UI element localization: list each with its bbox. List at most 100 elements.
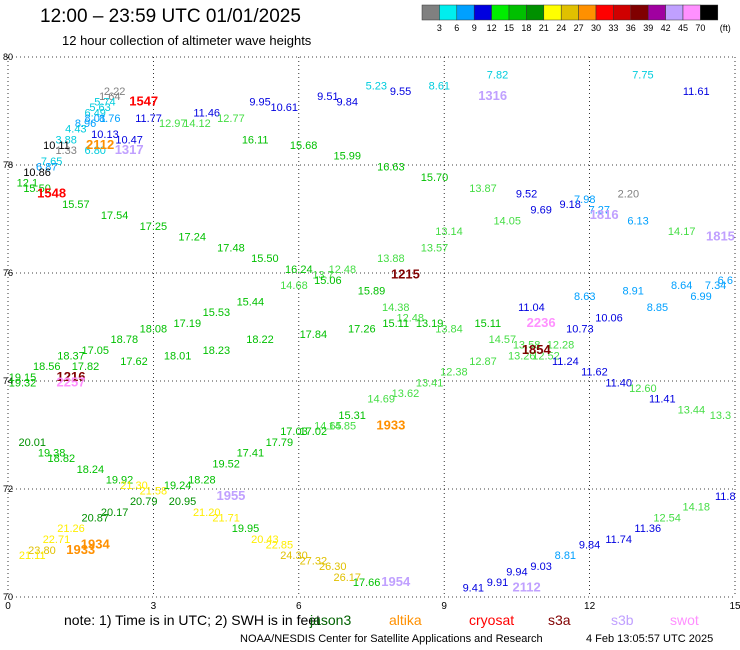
colorbar-unit: (ft) <box>720 23 731 33</box>
swh-value-label: 9.55 <box>390 86 411 98</box>
swh-value-label: 10.61 <box>270 102 298 114</box>
colorbar-swatch <box>456 4 475 21</box>
pass-time-label: 1317 <box>115 142 144 157</box>
colorbar-swatch <box>526 4 545 21</box>
swh-value-label: 15.11 <box>474 318 501 330</box>
pass-time-label: 2257 <box>57 374 86 389</box>
swh-value-label: 8.91 <box>623 286 644 298</box>
swh-value-label: 17.05 <box>81 345 109 357</box>
swh-value-label: 9.84 <box>579 539 600 551</box>
swh-value-label: 7.65 <box>41 156 62 168</box>
colorbar-label: 21 <box>539 23 549 33</box>
swh-value-label: 9.52 <box>516 188 537 200</box>
swh-value-label: 17.24 <box>178 232 206 244</box>
swh-value-label: 4.43 <box>65 124 86 136</box>
pass-time-label: 1934 <box>81 536 111 551</box>
colorbar-label: 9 <box>472 23 477 33</box>
colorbar-swatch <box>613 4 632 21</box>
y-tick-label: 72 <box>3 484 13 494</box>
pass-time-label: 1216 <box>57 369 86 384</box>
swh-value-label: 26.30 <box>319 561 347 573</box>
swh-value-label: 15.31 <box>338 410 366 422</box>
swh-value-label: 6.6 <box>718 275 733 287</box>
swh-value-label: 10.47 <box>115 134 143 146</box>
swh-value-label: 17.84 <box>300 329 328 341</box>
colorbar-label: 27 <box>574 23 584 33</box>
swh-value-label: 9.03 <box>530 561 551 573</box>
swh-value-label: 9.84 <box>337 97 358 109</box>
swh-value-label: 20.01 <box>18 437 46 449</box>
x-tick-label: 6 <box>296 601 302 612</box>
colorbar-swatch <box>595 4 614 21</box>
swh-value-label: 12.28 <box>547 340 575 352</box>
swh-value-label: 12.48 <box>397 313 425 325</box>
colorbar-label: 39 <box>643 23 653 33</box>
swh-value-label: 7.27 <box>589 205 610 217</box>
x-tick-label: 0 <box>5 601 11 612</box>
swh-value-label: 8.61 <box>429 80 450 92</box>
swh-value-label: 18.22 <box>246 334 274 346</box>
swh-value-label: 17.25 <box>140 221 168 233</box>
swh-value-label: 17.48 <box>217 242 245 254</box>
pass-time-label: 1215 <box>391 266 420 281</box>
colorbar-label: 33 <box>608 23 618 33</box>
swh-value-label: 14.68 <box>280 280 308 292</box>
pass-time-label: 2236 <box>527 315 556 330</box>
swh-value-label: 12.87 <box>469 356 497 368</box>
colorbar-label: 15 <box>504 23 514 33</box>
swh-value-label: 6.13 <box>627 215 648 227</box>
colorbar-swatch <box>439 4 458 21</box>
swh-value-label: 1.33 <box>55 145 76 157</box>
swh-value-label: 20.79 <box>130 496 158 508</box>
swh-value-label: 14.85 <box>329 421 357 433</box>
swh-value-label: 3.88 <box>55 134 76 146</box>
swh-value-label: 17.79 <box>266 437 294 449</box>
pass-time-label: 1955 <box>216 488 245 503</box>
chart-title: 12:00 – 23:59 UTC 01/01/2025 <box>40 6 301 27</box>
swh-value-label: 11.62 <box>581 367 608 379</box>
swh-value-label: 18.28 <box>188 475 216 487</box>
colorbar-swatch <box>473 4 492 21</box>
swh-value-label: 19.32 <box>9 377 37 389</box>
swh-value-label: 26.17 <box>334 572 362 584</box>
satellite-legend-altika: altika <box>389 612 422 628</box>
swh-value-label: 8.85 <box>647 302 668 314</box>
swh-value-label: 21.11 <box>19 550 46 562</box>
colorbar-label: 18 <box>521 23 531 33</box>
swh-value-label: 8.76 <box>99 113 120 125</box>
swh-value-label: 5.63 <box>89 102 110 114</box>
colorbar-label: 42 <box>661 23 671 33</box>
swh-value-label: 17.41 <box>237 448 265 460</box>
footer-org: NOAA/NESDIS Center for Satellite Applica… <box>240 633 543 645</box>
swh-value-label: 18.08 <box>140 323 168 335</box>
swh-value-label: 12.77 <box>217 113 245 125</box>
colorbar-label: 3 <box>437 23 442 33</box>
swh-value-label: 12.48 <box>329 264 357 276</box>
swh-value-label: 19.24 <box>164 480 192 492</box>
swh-value-label: 13.44 <box>678 404 706 416</box>
swh-value-label: 13.58 <box>513 340 541 352</box>
swh-value-label: 19.92 <box>106 475 134 487</box>
y-tick-label: 78 <box>3 160 13 170</box>
swh-value-label: 18.78 <box>111 334 139 346</box>
swh-value-label: 7.98 <box>574 194 595 206</box>
swh-value-label: 11.77 <box>135 113 162 125</box>
swh-value-label: 17.02 <box>300 426 328 438</box>
footer-date: 4 Feb 13:05:57 UTC 2025 <box>586 633 714 645</box>
swh-value-label: 19.52 <box>212 458 240 470</box>
swh-value-label: 11.61 <box>683 86 710 98</box>
swh-value-label: 12.97 <box>159 118 187 130</box>
colorbar-swatch <box>578 4 597 21</box>
swh-value-label: 9.69 <box>530 205 551 217</box>
y-tick-label: 74 <box>3 376 13 386</box>
swh-value-label: 13.84 <box>435 323 463 335</box>
swh-value-label: 11.04 <box>518 302 545 314</box>
swh-value-label: 17.26 <box>348 323 376 335</box>
colorbar-label: 36 <box>626 23 636 33</box>
pass-time-label: 1815 <box>706 229 735 244</box>
swh-value-label: 10.06 <box>595 313 623 325</box>
swh-value-label: 14.05 <box>493 215 521 227</box>
pass-time-label: 1316 <box>478 88 507 103</box>
